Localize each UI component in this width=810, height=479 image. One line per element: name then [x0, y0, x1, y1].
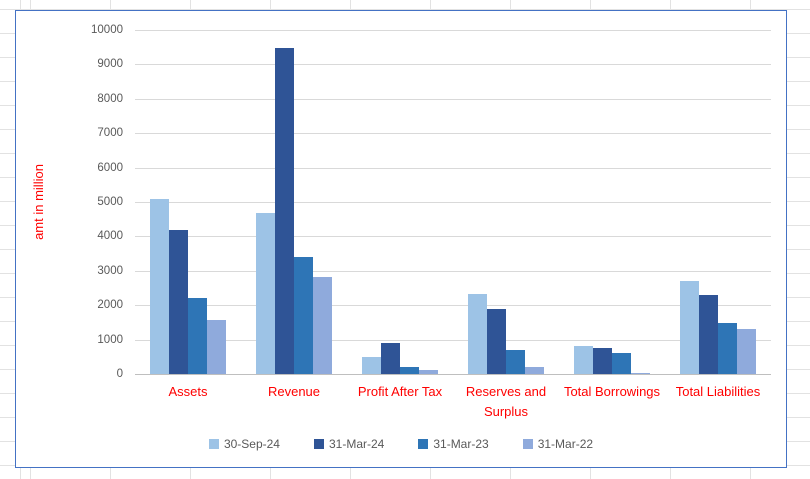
y-tick-label: 8000: [97, 92, 123, 105]
y-tick-label: 9000: [97, 58, 123, 71]
y-gridline: [135, 236, 771, 238]
bar-group: [453, 30, 559, 374]
legend-item: 31-Mar-23: [418, 437, 489, 451]
bar-30-Sep-24-total-liabilities: [680, 281, 699, 374]
bar-31-Mar-23-revenue: [294, 257, 313, 374]
legend-item: 31-Mar-24: [313, 437, 385, 451]
y-gridline: [135, 202, 771, 203]
bar-31-Mar-22-reserves-and-surplus: [525, 367, 544, 374]
legend-swatch-icon: [418, 439, 429, 449]
bar-group: [347, 30, 453, 374]
bar-31-Mar-24-profit-after-tax: [381, 343, 400, 374]
y-gridline: [135, 270, 771, 272]
bar-30-Sep-24-assets: [150, 198, 169, 374]
bar-30-Sep-24-profit-after-tax: [362, 356, 381, 374]
bar-31-Mar-22-assets: [207, 320, 226, 374]
y-tick-label: 0: [116, 368, 123, 380]
y-gridline: [135, 133, 771, 135]
legend-label: 31-Mar-24: [328, 437, 385, 451]
bar-31-Mar-24-total-borrowings: [593, 348, 612, 374]
y-tick-label: 6000: [97, 161, 123, 174]
y-gridline: [135, 305, 771, 307]
bar-31-Mar-23-profit-after-tax: [400, 366, 419, 374]
category-label: Revenue: [267, 384, 321, 399]
legend: 30-Sep-24 31-Mar-24 31-Mar-23 31-Mar-22: [16, 437, 786, 451]
legend-label: 31-Mar-22: [537, 437, 594, 451]
y-gridline: [135, 339, 771, 341]
y-tick-label: 3000: [97, 264, 123, 277]
plot-area: [135, 30, 771, 375]
bar-group: [241, 30, 347, 374]
y-tick-label: 2000: [97, 299, 123, 312]
category-label: Profit After Tax: [357, 384, 443, 399]
bar-31-Mar-24-reserves-and-surplus: [487, 308, 506, 374]
legend-swatch-icon: [313, 439, 324, 449]
legend-swatch-icon: [522, 439, 533, 449]
category-label: Total Liabilities: [675, 384, 761, 399]
category-label: Reserves and Surplus: [465, 384, 547, 419]
bar-31-Mar-22-total-liabilities: [737, 328, 756, 374]
bar-31-Mar-22-revenue: [313, 276, 332, 374]
bar-group: [559, 30, 665, 374]
bar-31-Mar-22-profit-after-tax: [419, 370, 438, 374]
bar-31-Mar-23-total-borrowings: [612, 353, 631, 374]
legend-label: 30-Sep-24: [223, 437, 280, 451]
bar-31-Mar-24-assets: [169, 229, 188, 374]
y-tick-label: 10000: [91, 24, 123, 36]
y-gridline: [135, 98, 771, 100]
y-tick-label: 5000: [97, 196, 123, 208]
bar-31-Mar-23-total-liabilities: [718, 322, 737, 374]
legend-swatch-icon: [208, 439, 219, 449]
bar-group: [135, 30, 241, 374]
y-tick-label: 7000: [97, 127, 123, 140]
bar-31-Mar-24-revenue: [275, 47, 294, 374]
bar-31-Mar-23-reserves-and-surplus: [506, 349, 525, 374]
bar-group: [665, 30, 771, 374]
category-label: Assets: [168, 384, 208, 399]
bar-30-Sep-24-total-borrowings: [574, 346, 593, 374]
bar-31-Mar-23-assets: [188, 298, 207, 374]
legend-item: 30-Sep-24: [208, 437, 280, 451]
bar-30-Sep-24-reserves-and-surplus: [468, 293, 487, 374]
bars-row: [135, 30, 771, 374]
y-gridline: [135, 30, 771, 31]
y-gridline: [135, 167, 771, 169]
y-tick-label: 4000: [97, 230, 123, 243]
y-tick-label: 1000: [97, 333, 123, 346]
category-label: Total Borrowings: [563, 384, 661, 399]
legend-label: 31-Mar-23: [433, 437, 489, 451]
bar-30-Sep-24-revenue: [256, 213, 275, 374]
chart[interactable]: amt in million 0 1000 2000 3000 4000 5000 6000…: [15, 10, 787, 468]
y-gridline: [135, 64, 771, 66]
legend-item: 31-Mar-22: [522, 437, 594, 451]
bar-31-Mar-24-total-liabilities: [699, 294, 718, 374]
x-axis-line: [135, 374, 771, 375]
bar-31-Mar-22-total-borrowings: [631, 373, 650, 374]
category-axis-labels: Assets Revenue Profit After Tax Reserves an…: [135, 382, 771, 422]
